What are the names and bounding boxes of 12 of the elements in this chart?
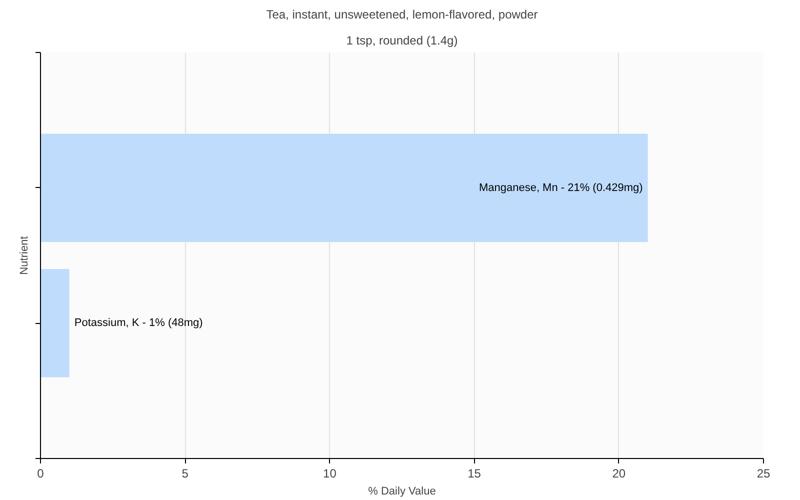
x-axis-title: % Daily Value [368,486,436,498]
category-label: Manganese, Mn - 21% (0.429mg) [478,182,643,194]
chart-subtitle: 1 tsp, rounded (1.4g) [346,34,458,48]
x-tick-label: 25 [756,466,770,480]
x-tick-label: 10 [323,466,337,480]
x-tick-label: 15 [468,466,482,480]
chart-title: Tea, instant, unsweetened, lemon-flavored, powder [266,8,538,22]
x-tick-label: 0 [37,466,44,480]
category-label: Potassium, K - 1% (48mg) [74,317,203,330]
y-axis-title: Nutrient [18,236,30,275]
x-tick-label: 20 [612,466,626,480]
x-tick-label: 5 [182,466,189,480]
